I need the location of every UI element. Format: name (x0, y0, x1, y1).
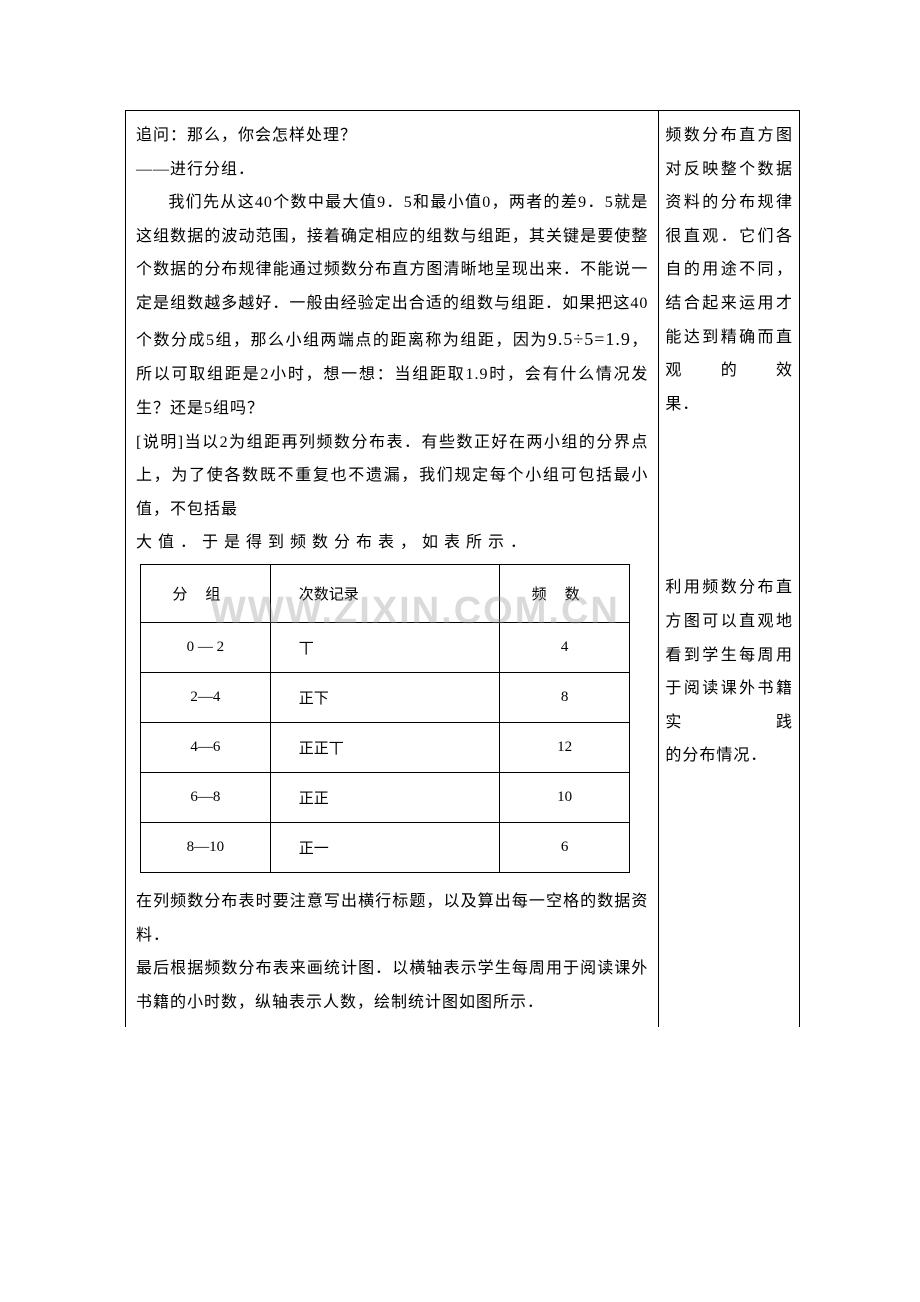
question-line: 追问：那么，你会怎样处理？ (136, 119, 648, 153)
header-frequency: 频数 (500, 564, 630, 622)
cell-range: 8—10 (141, 822, 271, 872)
cell-tally: 丅 (270, 622, 499, 672)
answer-line: ——进行分组． (136, 153, 648, 187)
cell-freq: 4 (500, 622, 630, 672)
cell-tally: 正下 (270, 672, 499, 722)
annotation-column: 频数分布直方图对反映整个数据资料的分布规律很直观．它们各自的用途不同，结合起来运… (659, 111, 799, 1027)
annotation-2-end: 的分布情况． (665, 739, 793, 773)
table-row: 8—10 正一 6 (141, 822, 630, 872)
cell-range: 2—4 (141, 672, 271, 722)
main-content-column: 追问：那么，你会怎样处理？ ——进行分组． 我们先从这40个数中最大值9．5和最… (126, 111, 659, 1027)
cell-freq: 6 (500, 822, 630, 872)
note-paragraph: [说明]当以2为组距再列频数分布表．有些数正好在两小组的分界点上，为了使各数既不… (136, 426, 648, 527)
table-row: 0 — 2 丅 4 (141, 622, 630, 672)
cell-freq: 10 (500, 772, 630, 822)
cell-range: 4—6 (141, 722, 271, 772)
table-row: 4—6 正正丅 12 (141, 722, 630, 772)
explanation-paragraph: 我们先从这40个数中最大值9．5和最小值0，两者的差9．5就是这组数据的波动范围… (136, 186, 648, 425)
table-row: 6—8 正正 10 (141, 772, 630, 822)
header-tally: 次数记录 (270, 564, 499, 622)
annotation-1-end: 果． (665, 388, 793, 422)
document-frame: 追问：那么，你会怎样处理？ ——进行分组． 我们先从这40个数中最大值9．5和最… (125, 110, 800, 1027)
table-note: 在列频数分布表时要注意写出横行标题，以及算出每一空格的数据资料． (136, 885, 648, 952)
explanation-text-1: 我们先从这40个数中最大值9．5和最小值0，两者的差9．5就是这组数据的波动范围… (136, 194, 648, 348)
cell-freq: 12 (500, 722, 630, 772)
header-group: 分组 (141, 564, 271, 622)
cell-tally: 正正 (270, 772, 499, 822)
spaced-conclusion-line: 大值．于是得到频数分布表，如表所示． (136, 526, 648, 560)
spacer (665, 421, 793, 571)
formula-text: 9.5÷5=1.9 (548, 329, 631, 349)
cell-range: 0 — 2 (141, 622, 271, 672)
table-row: 2—4 正下 8 (141, 672, 630, 722)
cell-tally: 正一 (270, 822, 499, 872)
cell-tally: 正正丅 (270, 722, 499, 772)
frequency-distribution-table: 分组 次数记录 频数 0 — 2 丅 4 2—4 正下 8 4—6 正正丅 12… (140, 564, 630, 873)
annotation-1: 频数分布直方图对反映整个数据资料的分布规律很直观．它们各自的用途不同，结合起来运… (665, 119, 793, 388)
chart-instruction: 最后根据频数分布表来画统计图．以横轴表示学生每周用于阅读课外书籍的小时数，纵轴表… (136, 952, 648, 1019)
cell-freq: 8 (500, 672, 630, 722)
table-header-row: 分组 次数记录 频数 (141, 564, 630, 622)
annotation-2: 利用频数分布直方图可以直观地看到学生每周用于阅读课外书籍实践 (665, 571, 793, 739)
cell-range: 6—8 (141, 772, 271, 822)
